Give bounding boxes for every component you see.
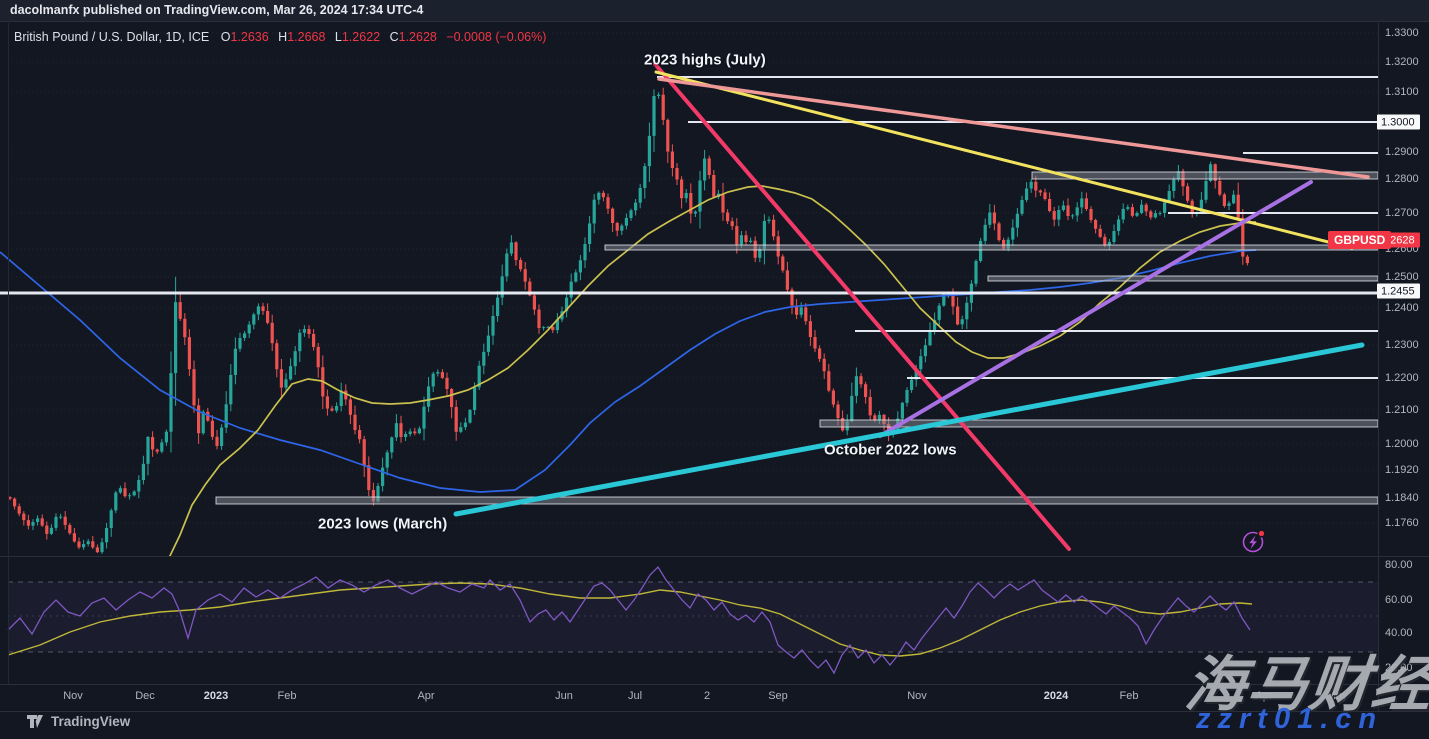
price-axis-label[interactable]: 1.2400 <box>1385 302 1419 314</box>
tradingview-footer[interactable]: TradingView <box>26 713 130 730</box>
rsi-line[interactable] <box>7 565 1251 675</box>
price-axis-label[interactable]: 1.2100 <box>1385 404 1419 416</box>
time-axis-label[interactable]: Apr <box>417 690 435 702</box>
price-axis-label[interactable]: 60.00 <box>1385 594 1413 606</box>
close-value: 1.2628 <box>398 30 437 44</box>
price-axis-badge-12455: 1.2455 <box>1377 283 1420 299</box>
price-axis-label[interactable]: 1.3300 <box>1385 27 1419 39</box>
price-axis-label[interactable]: 20.00 <box>1385 662 1413 674</box>
publish-info: dacolmanfx published on TradingView.com,… <box>10 3 424 17</box>
symbol-price-flag: GBPUSD <box>1328 231 1392 249</box>
trendline-salmon[interactable] <box>657 77 1370 179</box>
zone-1-2800-resistance[interactable] <box>1031 171 1379 180</box>
symbol-title[interactable]: British Pound / U.S. Dollar, 1D, ICE <box>14 30 210 44</box>
sr-zones[interactable] <box>215 171 1379 505</box>
trendline-purple[interactable] <box>878 180 1313 438</box>
time-axis-label[interactable]: May <box>1326 690 1348 702</box>
time-axis-label[interactable]: Dec <box>135 690 155 702</box>
ma-50-line[interactable] <box>168 185 1257 560</box>
time-axis-label[interactable]: Jul <box>627 690 643 702</box>
time-axis-label[interactable]: Jun <box>555 690 573 702</box>
price-axis-label[interactable]: 1.1760 <box>1385 517 1419 529</box>
high-value: 1.2668 <box>287 30 326 44</box>
annotation-highs-2023[interactable]: 2023 highs (July) <box>644 51 766 69</box>
zone-1-2600-zone[interactable] <box>604 244 1379 251</box>
rsi-ma-line[interactable] <box>7 582 1253 657</box>
time-axis-label[interactable]: Feb <box>277 690 297 702</box>
watermark-url: zzrt01.cn <box>1196 703 1384 735</box>
zone-2023-lows-march-[interactable] <box>215 496 1379 505</box>
zone-1-2500-zone[interactable] <box>987 275 1379 282</box>
high-key: H <box>278 30 288 44</box>
trendline-steep-pink[interactable] <box>653 62 1071 551</box>
time-axis-label[interactable]: 2023 <box>203 690 229 702</box>
time-axis-label[interactable]: Sep <box>768 690 788 702</box>
low-value: 1.2622 <box>341 30 381 44</box>
trendline-cyan[interactable] <box>453 342 1365 517</box>
tradingview-logo-text: TradingView <box>51 714 131 729</box>
time-axis-label[interactable]: 2024 <box>1043 690 1069 702</box>
publish-topbar: dacolmanfx published on TradingView.com,… <box>0 0 1429 22</box>
price-axis-badge-13000: 1.3000 <box>1377 114 1420 130</box>
close-key: C <box>389 30 399 44</box>
rsi-band <box>8 582 1378 652</box>
price-axis-label[interactable]: 1.1840 <box>1385 492 1419 504</box>
low-key: L <box>334 30 342 44</box>
price-axis-label[interactable]: 1.2800 <box>1385 173 1419 185</box>
boost-icon[interactable] <box>1242 529 1266 553</box>
price-axis-label[interactable]: 1.2500 <box>1385 271 1419 283</box>
price-axis-label[interactable]: 1.2900 <box>1385 146 1419 158</box>
price-axis-label[interactable]: 40.00 <box>1385 627 1413 639</box>
time-axis-label[interactable]: Feb <box>1119 690 1139 702</box>
time-axis-label[interactable]: Apr <box>1255 690 1273 702</box>
annotation-lows-2023[interactable]: 2023 lows (March) <box>318 515 448 533</box>
horizontal-levels[interactable] <box>0 76 1378 379</box>
trendline-yellow[interactable] <box>654 70 1354 250</box>
time-axis-label[interactable]: 2 <box>703 690 711 702</box>
price-axis-label[interactable]: 1.1920 <box>1385 464 1419 476</box>
ma-200-line[interactable] <box>0 249 1257 493</box>
tradingview-logo-icon <box>27 715 43 728</box>
open-key: O <box>220 30 231 44</box>
time-axis-label[interactable]: Nov <box>63 690 83 702</box>
price-axis-label[interactable]: 80.00 <box>1385 559 1413 571</box>
time-axis-label[interactable]: Nov <box>907 690 927 702</box>
price-axis-label[interactable]: 1.2700 <box>1385 207 1419 219</box>
price-axis-label[interactable]: 1.3100 <box>1385 86 1419 98</box>
annotation-oct-2022-lows[interactable]: October 2022 lows <box>824 441 957 459</box>
price-axis-label[interactable]: 1.2300 <box>1385 339 1419 351</box>
price-axis-label[interactable]: 1.3200 <box>1385 56 1419 68</box>
change-value: −0.0008 (−0.06%) <box>446 30 547 44</box>
open-value: 1.2636 <box>230 30 269 44</box>
price-axis-label[interactable]: 1.2000 <box>1385 438 1419 450</box>
symbol-legend[interactable]: British Pound / U.S. Dollar, 1D, ICE O1.… <box>14 30 546 44</box>
price-axis-label[interactable]: 1.2200 <box>1385 372 1419 384</box>
